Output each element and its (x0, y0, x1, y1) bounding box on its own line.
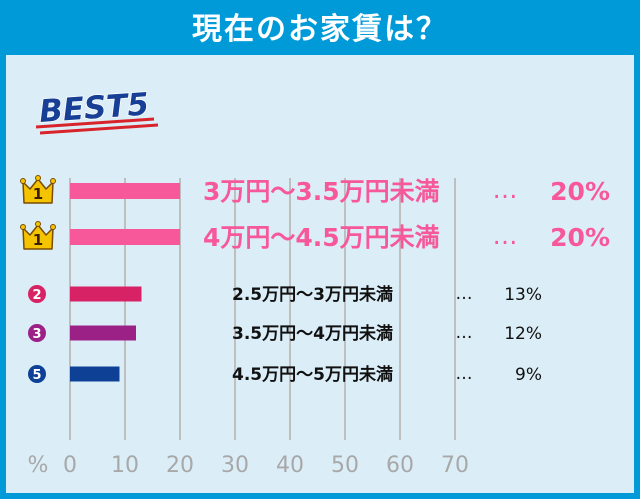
x-tick-label: 10 (111, 453, 139, 478)
percent-value: 9% (515, 365, 542, 385)
rank-number: 1 (33, 185, 43, 203)
dots-separator: … (493, 221, 518, 250)
bar (70, 366, 120, 382)
crown-tip (35, 175, 41, 181)
x-tick-label: 0 (63, 453, 77, 478)
percent-value: 20% (550, 223, 610, 252)
crown-tip (20, 178, 26, 184)
percent-value: 13% (504, 285, 542, 305)
bar-row: 3 3.5万円〜4万円未満 … 12% (28, 323, 542, 344)
rank-circle-icon (28, 285, 46, 303)
grid-lines (69, 178, 456, 440)
rank-number: 1 (33, 231, 43, 249)
bars: 1 3万円〜3.5万円未満 … 20% 1 4万円〜4.5万円未満 … 20% 2 2.5万円〜3… (20, 175, 610, 385)
best5-logo: BEST5 (35, 86, 159, 135)
x-tick-label: 60 (386, 453, 414, 478)
rank-number: 3 (32, 327, 41, 342)
bar (70, 183, 180, 199)
bar-row: 5 4.5万円〜5万円未満 … 9% (28, 364, 542, 385)
page-title: 現在のお家賃は？ (192, 12, 448, 47)
x-tick-label: 30 (221, 453, 249, 478)
x-tick-label: 40 (276, 453, 304, 478)
bar-row: 1 4万円〜4.5万円未満 … 20% (20, 221, 610, 252)
bar-label: 4.5万円〜5万円未満 (232, 364, 393, 385)
x-axis: % 0 10 20 30 40 50 60 70 (28, 453, 469, 478)
rank-number: 5 (32, 368, 41, 383)
best5-text: BEST5 (38, 86, 150, 130)
x-axis-unit: % (28, 453, 49, 478)
dots-separator: … (493, 175, 518, 204)
rank-number: 2 (32, 288, 41, 303)
rank-circle-icon (28, 365, 46, 383)
crown-tip (50, 178, 56, 184)
x-tick-label: 50 (331, 453, 359, 478)
dots-separator: … (456, 364, 473, 384)
bar-label: 2.5万円〜3万円未満 (232, 284, 393, 305)
best5-underline (39, 123, 159, 135)
dots-separator: … (456, 323, 473, 343)
x-tick-label: 70 (441, 453, 469, 478)
bar (70, 286, 142, 302)
header: 現在のお家賃は？ (0, 0, 640, 52)
best5-underline (35, 117, 155, 129)
bar (70, 229, 180, 245)
bar-label: 3万円〜3.5万円未満 (203, 177, 440, 206)
x-tick-label: 20 (166, 453, 194, 478)
crown-tip (35, 221, 41, 227)
crown-tip (20, 224, 26, 230)
percent-value: 20% (550, 177, 610, 206)
rank-circle-icon (28, 324, 46, 342)
dots-separator: … (456, 284, 473, 304)
crown-tip (50, 224, 56, 230)
bar-row: 1 3万円〜3.5万円未満 … 20% (20, 175, 610, 206)
bar-label: 3.5万円〜4万円未満 (232, 323, 393, 344)
bar-row: 2 2.5万円〜3万円未満 … 13% (28, 284, 542, 305)
bar (70, 325, 136, 341)
bar-label: 4万円〜4.5万円未満 (203, 223, 440, 252)
percent-value: 12% (504, 324, 542, 344)
